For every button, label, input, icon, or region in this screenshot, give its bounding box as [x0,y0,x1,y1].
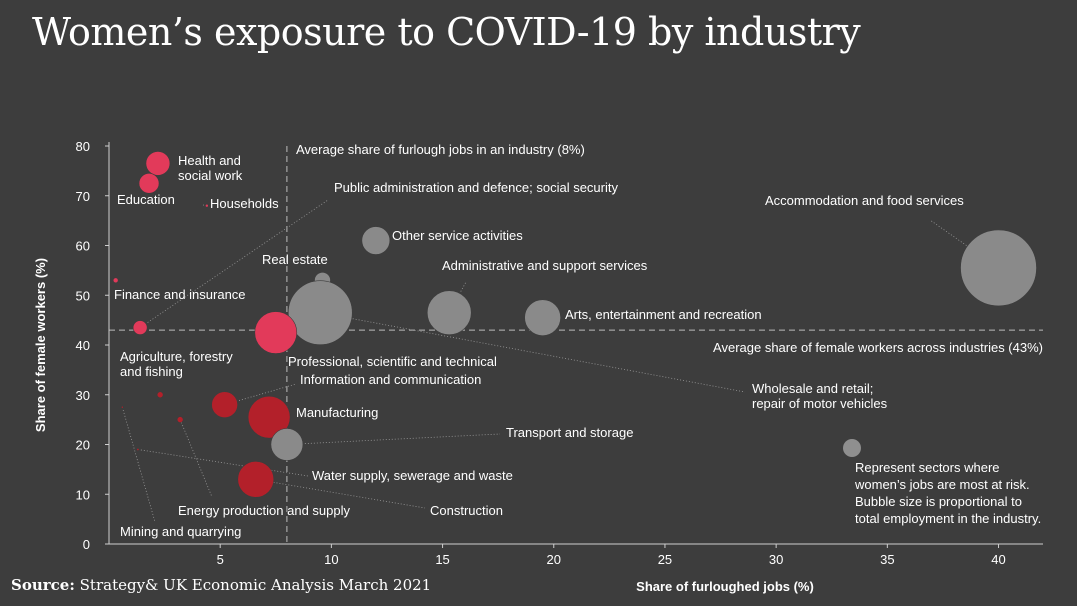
y-tick-label: 0 [83,537,90,552]
bubble-label: Households [210,196,279,211]
bubble [138,173,160,194]
y-tick-label: 80 [76,139,90,154]
bubble [205,203,209,208]
source-text: Strategy& UK Economic Analysis March 202… [79,576,432,594]
x-tick-label: 40 [991,552,1005,567]
bubble [145,151,171,176]
bubble-label: Mining and quarrying [120,524,241,539]
source-label: Source: [11,576,75,594]
bubble [211,391,238,419]
legend-text-line: total employment in the industry. [855,511,1041,526]
bubble-label: social work [178,168,243,183]
x-tick-label: 10 [324,552,338,567]
bubble [960,229,1037,307]
y-tick-label: 20 [76,438,90,453]
bubble-label: Public administration and defence; socia… [334,180,618,195]
bubble [426,290,472,335]
axes: 0 10 20 30 40 50 60 70 80 5 10 15 20 25 30 35 40 Share of… [33,139,1043,594]
leader-line [929,219,999,269]
bubble-label: Energy production and supply [178,503,351,518]
leader-line [139,199,329,328]
bubble-label: Transport and storage [506,425,633,440]
bubble [176,416,184,423]
bubble-label: Water supply, sewerage and waste [312,468,513,483]
y-tick-label: 60 [76,239,90,254]
reference-lines: Average share of furlough jobs in an ind… [109,142,1043,544]
bubble-label: Real estate [262,252,328,267]
y-axis-title: Share of female workers (%) [33,258,48,432]
bubble-label: Information and communication [300,372,481,387]
bubble-label: and fishing [120,364,183,379]
avg-furlough-label: Average share of furlough jobs in an ind… [296,142,585,157]
bubble [121,405,124,409]
leader-line [286,433,501,445]
bubble-label: Arts, entertainment and recreation [565,307,762,322]
legend-text-line: Represent sectors where [855,460,1000,475]
y-tick-label: 40 [76,338,90,353]
leader-line [121,407,156,523]
x-tick-label: 5 [217,552,224,567]
legend-bubble [843,439,861,457]
avg-female-label: Average share of female workers across i… [713,340,1043,355]
source-note: Source: Strategy& UK Economic Analysis M… [11,576,431,594]
bubble [247,395,291,439]
x-tick-label: 30 [769,552,783,567]
bubble [287,280,353,345]
x-tick-label: 20 [547,552,561,567]
bubble [136,447,140,451]
bubbles [112,151,1037,498]
page-title: Women’s exposure to COVID-19 by industry [32,10,861,54]
y-tick-label: 70 [76,189,90,204]
bubble [254,311,298,354]
bubble-label: repair of motor vehicles [752,396,888,411]
bubble-label: Finance and insurance [114,287,246,302]
x-tick-label: 35 [880,552,894,567]
bubble [237,461,275,498]
leader-line [179,419,213,498]
bubble-label: Health and [178,153,241,168]
leader-line [320,312,746,393]
bubble [132,320,148,335]
bubble [112,277,119,284]
y-tick-label: 10 [76,487,90,502]
bubble-label: Professional, scientific and technical [288,354,497,369]
x-tick-label: 15 [435,552,449,567]
bubble [524,299,561,336]
x-axis-title: Share of furloughed jobs (%) [636,579,814,594]
bubble [270,428,304,461]
bubble-label: Manufacturing [296,405,378,420]
bubble-label: Wholesale and retail; [752,381,873,396]
bubble-label: Education [117,192,175,207]
bubble-label: Construction [430,503,503,518]
legend-text-line: Bubble size is proportional to [855,494,1022,509]
bubble-label: Accommodation and food services [765,193,964,208]
y-tick-label: 50 [76,288,90,303]
bubble-label: Agriculture, forestry [120,349,233,364]
bubble-label: Administrative and support services [442,258,648,273]
x-tick-label: 25 [658,552,672,567]
bubble [361,226,391,255]
bubble [156,391,164,399]
bubble-label: Other service activities [392,228,523,243]
y-tick-label: 30 [76,388,90,403]
legend-text-line: women’s jobs are most at risk. [854,477,1030,492]
